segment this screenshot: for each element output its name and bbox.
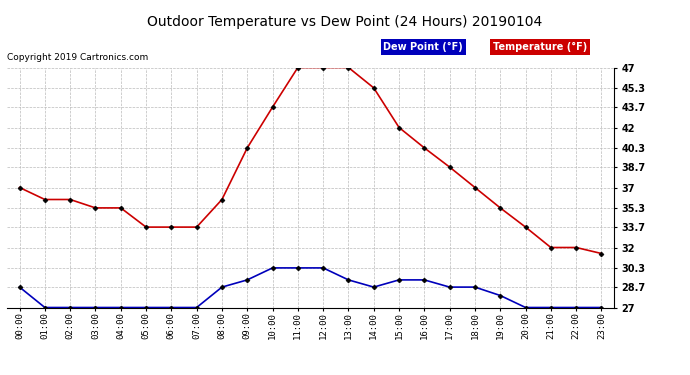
Text: Temperature (°F): Temperature (°F) [493, 42, 587, 52]
Text: Copyright 2019 Cartronics.com: Copyright 2019 Cartronics.com [7, 53, 148, 62]
Text: Dew Point (°F): Dew Point (°F) [384, 42, 463, 52]
Text: Outdoor Temperature vs Dew Point (24 Hours) 20190104: Outdoor Temperature vs Dew Point (24 Hou… [148, 15, 542, 29]
